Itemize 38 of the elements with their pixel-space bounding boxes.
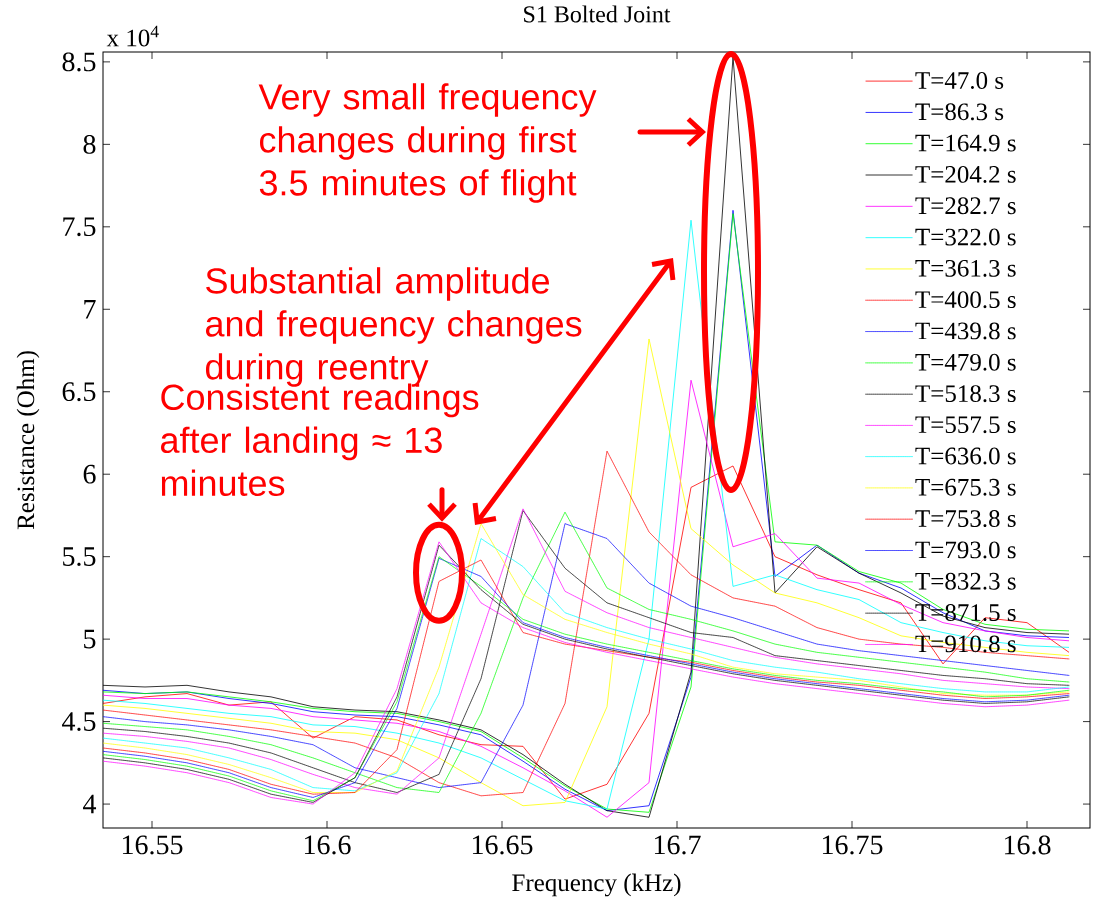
y-tick-label: 5.5 <box>63 547 96 567</box>
legend-label: T=47.0 s <box>915 72 1004 90</box>
annotation: Very small frequency changes during first 3.5 minutes of flight <box>258 83 597 203</box>
y-tick-label: 5 <box>84 629 96 649</box>
legend-label: T=164.9 s <box>915 134 1016 152</box>
x-tick-label: 16.6 <box>304 835 351 855</box>
legend-label: T=86.3 s <box>915 103 1004 121</box>
chart-title: S1 Bolted Joint <box>524 5 671 23</box>
y-tick-label: 8.5 <box>62 52 96 72</box>
x-tick-label: 16.75 <box>822 835 883 855</box>
legend-label: T=675.3 s <box>915 478 1016 496</box>
x-tick-label: 16.65 <box>472 835 533 855</box>
legend-label: T=439.8 s <box>915 322 1016 340</box>
y-tick-label: 7 <box>84 300 96 319</box>
y-tick-label: 4.5 <box>62 712 96 732</box>
legend-label: T=400.5 s <box>915 291 1016 309</box>
y-tick-label: 8 <box>83 134 96 154</box>
x-tick-label: 16.55 <box>122 835 183 855</box>
legend-label: T=322.0 s <box>915 228 1016 246</box>
y-tick-label: 4 <box>83 794 97 814</box>
y-tick-label: 7.5 <box>63 217 96 237</box>
legend-label: T=557.5 s <box>915 416 1016 434</box>
x-tick-label: 16.7 <box>654 835 701 855</box>
text: x 10$^{4}$ <box>106 25 159 47</box>
legend-label: T=361.3 s <box>915 259 1016 277</box>
legend-label: T=282.7 s <box>915 197 1016 215</box>
x-tick-label: 16.8 <box>1004 835 1051 855</box>
legend-label: T=479.0 s <box>915 353 1016 371</box>
x-axis-title: Frequency (kHz) <box>512 873 681 897</box>
y-tick-label: 6 <box>83 464 96 484</box>
legend-label: T=636.0 s <box>915 447 1016 465</box>
legend-label: T=832.3 s <box>915 572 1016 590</box>
legend-label: T=793.0 s <box>915 541 1016 559</box>
y-tick-label: 6.5 <box>62 382 96 402</box>
y-axis-title: Resistance (Ohm) <box>16 351 40 530</box>
legend-label: T=518.3 s <box>915 385 1016 403</box>
legend-label: T=204.2 s <box>915 165 1016 183</box>
legend-label: T=753.8 s <box>915 510 1016 528</box>
